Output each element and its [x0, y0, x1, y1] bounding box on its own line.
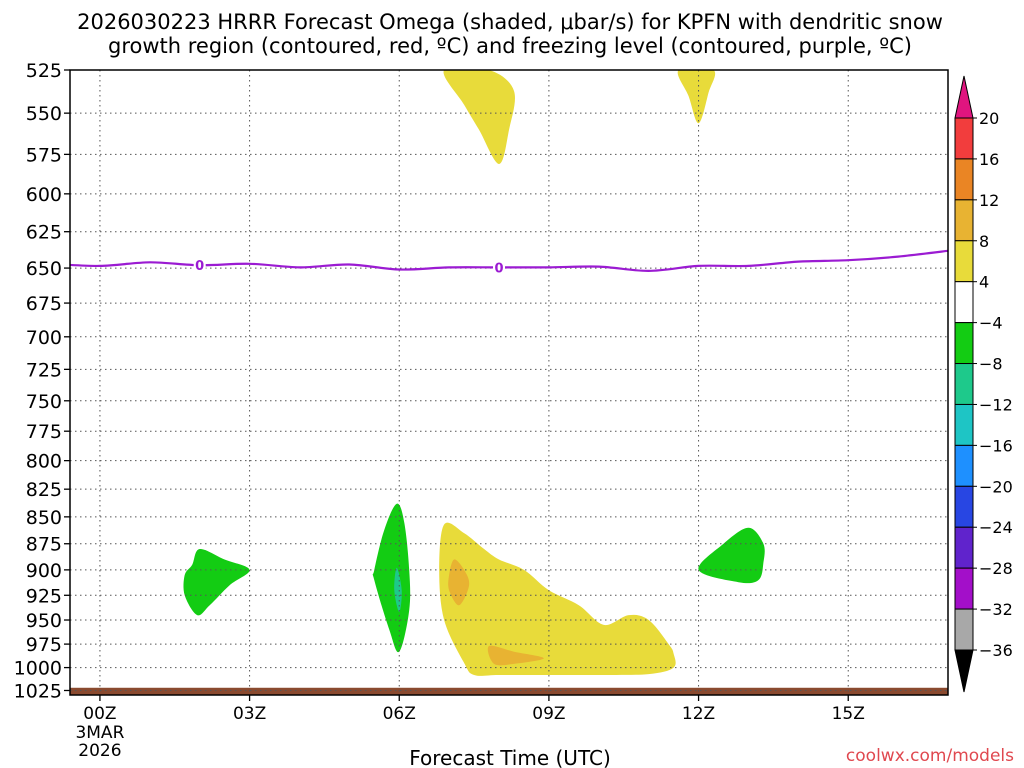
omega-region-5 — [183, 548, 250, 616]
y-tick-label: 600 — [26, 184, 62, 206]
omega-region-7 — [394, 567, 402, 613]
colorbar-swatch — [954, 322, 974, 365]
watermark: coolwx.com/models — [846, 746, 1014, 766]
omega-region-2 — [439, 522, 676, 676]
colorbar-label: −16 — [979, 436, 1013, 455]
colorbar: 20 16 12 8 4 −4 −8 −12 −16 −20 −24 −28 −32 −36 — [954, 75, 1013, 693]
ground-strip — [70, 687, 948, 695]
y-tick-label: 550 — [26, 103, 62, 125]
colorbar-label: −20 — [979, 477, 1013, 496]
x-tick-label: 12Z — [682, 704, 715, 724]
colorbar-swatch — [954, 363, 974, 405]
y-tick-label: 975 — [26, 634, 62, 656]
colorbar-label: −24 — [979, 518, 1013, 537]
chart-title-line-2: growth region (contoured, red, ºC) and f… — [108, 34, 912, 58]
y-tick-label: 800 — [26, 451, 62, 473]
freezing-level-label: 0 — [195, 259, 204, 274]
colorbar-label: 20 — [979, 109, 999, 128]
y-tick-label: 900 — [26, 560, 62, 582]
y-tick-label: 925 — [26, 585, 62, 607]
omega-region-3 — [448, 559, 470, 606]
colorbar-swatch — [954, 444, 974, 487]
y-tick-label: 750 — [26, 391, 62, 413]
colorbar-swatch — [954, 281, 974, 324]
omega-region-4 — [487, 645, 544, 666]
omega-region-8 — [698, 527, 765, 584]
x-date-label: 2026 — [78, 741, 121, 761]
colorbar-swatch — [954, 608, 974, 651]
omega-region-0 — [443, 70, 515, 164]
colorbar-label: 12 — [979, 191, 999, 210]
colorbar-label: −4 — [979, 314, 1003, 333]
colorbar-label: −32 — [979, 600, 1013, 619]
chart-title-line-1: 2026030223 HRRR Forecast Omega (shaded, … — [77, 10, 943, 34]
x-tick-label: 00Z — [83, 704, 116, 724]
colorbar-label: 8 — [979, 232, 989, 251]
y-tick-label: 650 — [26, 258, 62, 280]
colorbar-swatch — [954, 240, 974, 283]
colorbar-label: −28 — [979, 559, 1013, 578]
colorbar-swatch — [954, 117, 974, 160]
y-tick-label: 625 — [26, 222, 62, 244]
colorbar-label: −36 — [979, 641, 1013, 660]
y-tick-label: 700 — [26, 327, 62, 349]
x-tick-label: 09Z — [532, 704, 565, 724]
freezing-level-label-bg — [193, 258, 206, 273]
x-tick-label: 06Z — [383, 704, 416, 724]
x-axis-label: Forecast Time (UTC) — [409, 746, 611, 768]
y-tick-label: 725 — [26, 359, 62, 381]
y-tick-label: 675 — [26, 293, 62, 315]
omega-region-1 — [677, 70, 716, 124]
colorbar-swatch — [954, 526, 974, 569]
y-tick-label: 825 — [26, 479, 62, 501]
omega-region-6 — [372, 503, 411, 653]
colorbar-bottom-cap — [954, 649, 974, 693]
y-tick-label: 1025 — [14, 680, 62, 702]
y-tick-label: 875 — [26, 534, 62, 556]
colorbar-label: 4 — [979, 273, 989, 292]
y-tick-label: 775 — [26, 421, 62, 443]
axes: 525 550 575 600 625 650 675 700 725 750 775 800 825 8… — [14, 60, 949, 761]
colorbar-top-cap — [954, 75, 974, 119]
colorbar-swatch — [954, 403, 974, 446]
colorbar-label: 16 — [979, 150, 999, 169]
freezing-level-label: 0 — [494, 261, 503, 276]
plot-area — [70, 70, 948, 695]
freezing-level-label-bg — [493, 260, 506, 275]
y-tick-label: 850 — [26, 507, 62, 529]
colorbar-swatch — [954, 485, 974, 528]
x-tick-label: 15Z — [832, 704, 865, 724]
plot-frame — [69, 69, 949, 696]
x-date-label: 3MAR — [75, 723, 124, 743]
colorbar-swatch — [954, 199, 974, 242]
colorbar-label: −8 — [979, 355, 1003, 374]
colorbar-label: −12 — [979, 395, 1013, 414]
colorbar-swatch — [954, 158, 974, 201]
y-tick-label: 525 — [26, 60, 62, 82]
colorbar-swatch — [954, 567, 974, 610]
y-tick-label: 575 — [26, 144, 62, 166]
y-tick-label: 1000 — [14, 658, 62, 680]
y-tick-label: 950 — [26, 610, 62, 632]
x-tick-label: 03Z — [233, 704, 266, 724]
